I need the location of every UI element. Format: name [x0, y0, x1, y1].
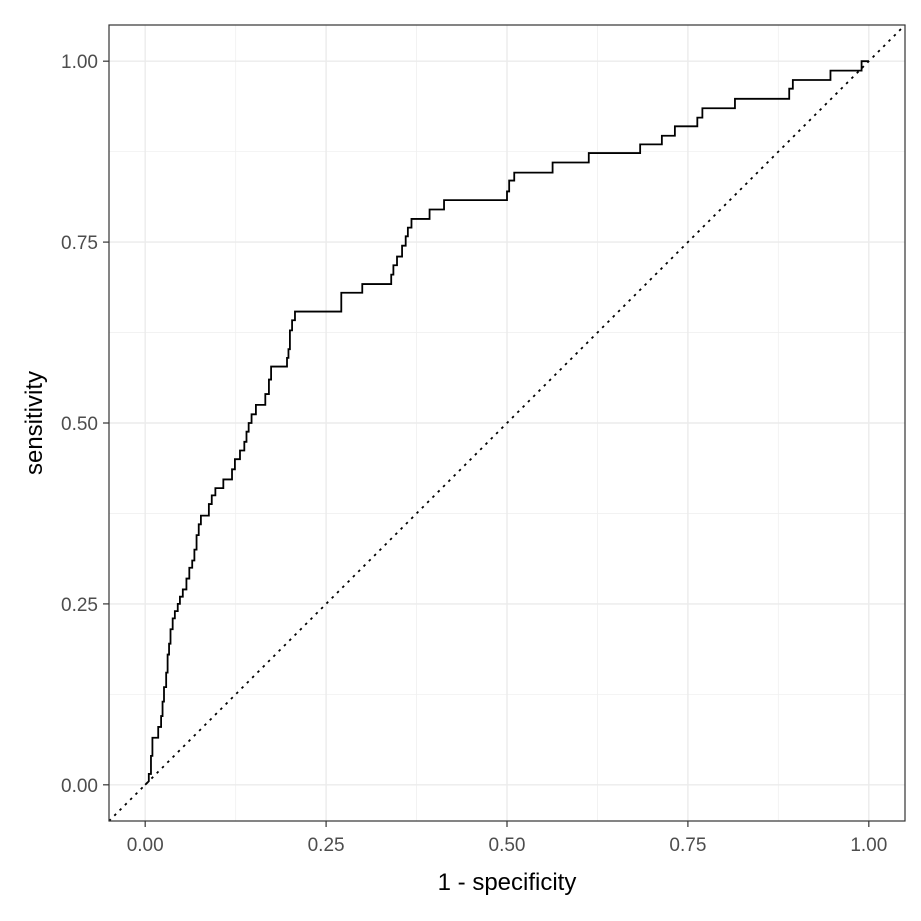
y-tick-label: 0.75	[61, 233, 98, 254]
y-tick-label: 1.00	[61, 52, 98, 73]
y-tick-label: 0.50	[61, 414, 98, 435]
series-layer	[108, 24, 906, 822]
x-tick-label: 0.00	[127, 835, 164, 856]
x-tick-label: 0.75	[669, 835, 706, 856]
x-axis-title: 1 - specificity	[438, 869, 577, 896]
y-tick-label: 0.25	[61, 595, 98, 616]
y-tick-label: 0.00	[61, 776, 98, 797]
x-tick-label: 0.50	[489, 835, 526, 856]
y-axis: 0.00 0.25 0.50 0.75 1.00	[61, 52, 109, 797]
roc-curve-line	[144, 60, 869, 786]
x-tick-label: 1.00	[850, 835, 887, 856]
x-axis: 0.00 0.25 0.50 0.75 1.00	[127, 821, 887, 856]
y-axis-title: sensitivity	[21, 371, 48, 475]
x-tick-label: 0.25	[308, 835, 345, 856]
reference-diagonal-line	[108, 24, 906, 822]
